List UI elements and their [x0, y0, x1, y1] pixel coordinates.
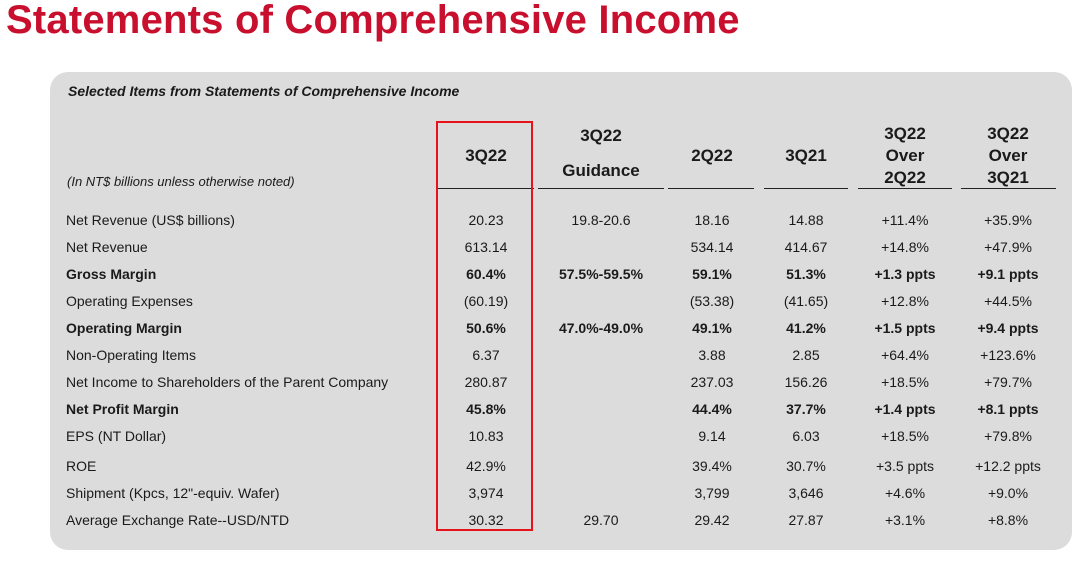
table-cell: 414.67	[784, 239, 828, 255]
row-label: Net Revenue	[66, 239, 148, 255]
column-header-rule	[764, 188, 848, 189]
table-panel	[50, 72, 1072, 550]
row-label: Shipment (Kpcs, 12"-equiv. Wafer)	[66, 485, 280, 501]
row-label: Operating Margin	[66, 320, 182, 336]
column-header-line: 3Q22	[987, 124, 1029, 143]
table-cell: 50.6%	[466, 320, 506, 336]
table-cell: 3.88	[698, 347, 726, 363]
column-header-line: 3Q21	[987, 168, 1029, 187]
table-cell: 27.87	[788, 512, 824, 528]
table-cell: 51.3%	[786, 266, 826, 282]
table-cell: +9.1 ppts	[977, 266, 1039, 282]
table-cell: +18.5%	[881, 428, 929, 444]
page-title: Statements of Comprehensive Income	[6, 0, 740, 42]
table-cell: +12.8%	[881, 293, 929, 309]
table-cell: 3,646	[788, 485, 824, 501]
table-cell: 9.14	[698, 428, 726, 444]
table-cell: +8.1 ppts	[977, 401, 1039, 417]
column-header-rule	[668, 188, 754, 189]
column-header-line: Over	[885, 146, 925, 165]
column-header-line: 2Q22	[691, 146, 733, 165]
table-cell: 14.88	[788, 212, 824, 228]
table-cell: 10.83	[468, 428, 504, 444]
table-cell: 6.03	[792, 428, 820, 444]
table-cell: 30.32	[468, 512, 504, 528]
column-header-rule	[858, 188, 952, 189]
table-cell: 29.42	[694, 512, 730, 528]
table-cell: 280.87	[464, 374, 508, 390]
row-label: Net Revenue (US$ billions)	[66, 212, 235, 228]
table-cell: 41.2%	[786, 320, 826, 336]
column-header-line: 3Q22	[580, 126, 622, 145]
table-cell: 30.7%	[786, 458, 826, 474]
table-cell: +79.7%	[984, 374, 1032, 390]
table-subtitle: Selected Items from Statements of Compre…	[68, 83, 460, 99]
table-cell: 3,799	[694, 485, 730, 501]
row-label: Operating Expenses	[66, 293, 193, 309]
column-header-line: 3Q22	[465, 146, 507, 165]
table-cell: +3.1%	[884, 512, 926, 528]
table-cell: 156.26	[784, 374, 828, 390]
table-cell: +4.6%	[884, 485, 926, 501]
column-header-line: 3Q22	[884, 124, 926, 143]
table-cell: +9.0%	[987, 485, 1029, 501]
table-cell: +9.4 ppts	[977, 320, 1039, 336]
table-cell: +8.8%	[987, 512, 1029, 528]
table-cell: +1.3 ppts	[874, 266, 936, 282]
table-cell: 60.4%	[466, 266, 506, 282]
table-cell: 42.9%	[466, 458, 506, 474]
table-cell: 39.4%	[692, 458, 732, 474]
table-cell: 37.7%	[786, 401, 826, 417]
table-cell: +47.9%	[984, 239, 1032, 255]
column-header-line: 2Q22	[884, 168, 926, 187]
row-label: ROE	[66, 458, 97, 474]
table-cell: +44.5%	[984, 293, 1032, 309]
table-cell: 49.1%	[692, 320, 732, 336]
table-cell: 20.23	[468, 212, 504, 228]
table-cell: +11.4%	[881, 212, 929, 228]
table-cell: 237.03	[690, 374, 734, 390]
table-cell: 44.4%	[692, 401, 732, 417]
current-quarter-highlight	[436, 121, 533, 531]
table-cell: 3,974	[468, 485, 504, 501]
column-header-rule	[438, 188, 534, 189]
row-label: EPS (NT Dollar)	[66, 428, 167, 444]
table-cell: 29.70	[583, 512, 619, 528]
table-cell: (53.38)	[689, 293, 735, 309]
table-cell: 613.14	[464, 239, 508, 255]
column-header-line: Over	[988, 146, 1028, 165]
table-cell: +12.2 ppts	[975, 458, 1041, 474]
units-note: (In NT$ billions unless otherwise noted)	[67, 174, 295, 189]
table-cell: +3.5 ppts	[876, 458, 934, 474]
table-cell: +35.9%	[984, 212, 1032, 228]
table-cell: +64.4%	[881, 347, 929, 363]
table-cell: +79.8%	[984, 428, 1032, 444]
table-cell: 2.85	[792, 347, 820, 363]
row-label: Gross Margin	[66, 266, 157, 282]
table-cell: 57.5%-59.5%	[558, 266, 644, 282]
table-cell: (41.65)	[783, 293, 829, 309]
table-cell: 19.8-20.6	[571, 212, 631, 228]
table-cell: 59.1%	[692, 266, 732, 282]
table-cell: +18.5%	[881, 374, 929, 390]
row-label: Average Exchange Rate--USD/NTD	[66, 512, 290, 528]
table-cell: +14.8%	[881, 239, 929, 255]
column-header-rule	[961, 188, 1056, 189]
column-header-line: 3Q21	[785, 146, 827, 165]
table-cell: 45.8%	[466, 401, 506, 417]
column-header-rule	[538, 188, 664, 189]
row-label: Non-Operating Items	[66, 347, 196, 363]
table-cell: 534.14	[690, 239, 734, 255]
column-header-line: Guidance	[562, 161, 640, 180]
table-cell: 6.37	[472, 347, 500, 363]
table-cell: +1.5 ppts	[874, 320, 936, 336]
row-label: Net Income to Shareholders of the Parent…	[66, 374, 389, 390]
table-cell: (60.19)	[463, 293, 509, 309]
table-cell: +123.6%	[980, 347, 1036, 363]
table-cell: +1.4 ppts	[874, 401, 936, 417]
row-label: Net Profit Margin	[66, 401, 179, 417]
table-cell: 47.0%-49.0%	[558, 320, 644, 336]
table-cell: 18.16	[694, 212, 730, 228]
